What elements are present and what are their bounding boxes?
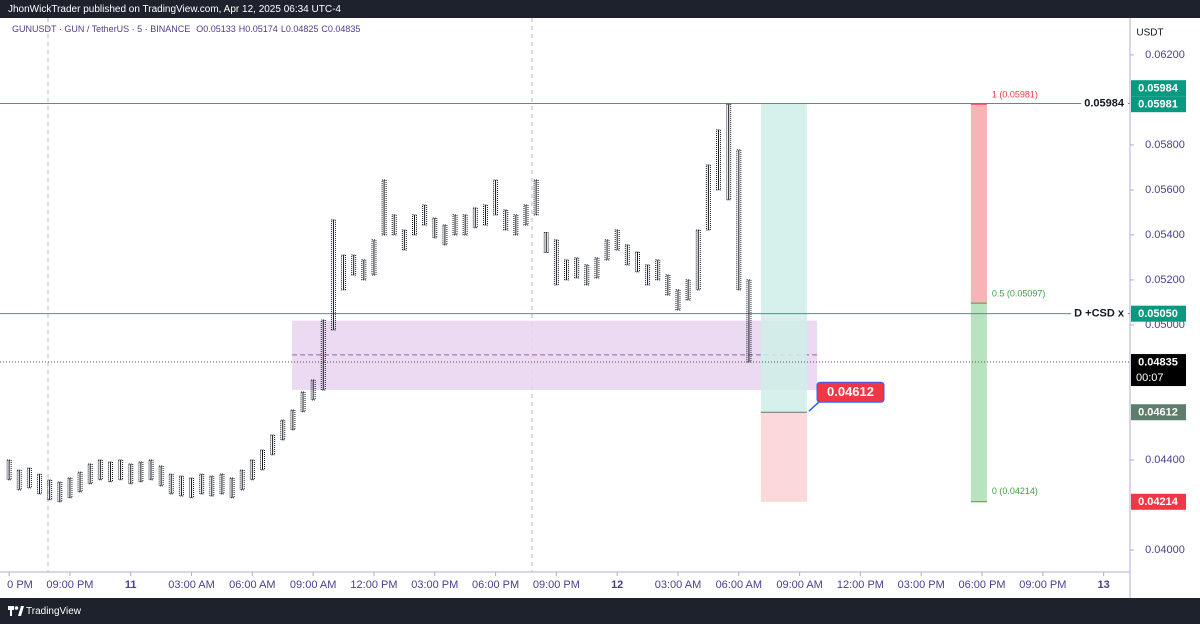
x-tick-label: 09:00 AM bbox=[776, 579, 822, 591]
price-tag bbox=[1131, 96, 1186, 113]
tv-logo bbox=[8, 606, 24, 616]
price-tag-label: 0.04835 bbox=[1138, 356, 1178, 368]
x-tick-label: 06:00 AM bbox=[716, 579, 762, 591]
axes: 0.06200 0.05800 0.05600 0.05400 0.05200 0.050… bbox=[7, 49, 1186, 591]
price-tag-label: 0.04612 bbox=[1138, 407, 1178, 419]
price-tag-label: 0.04214 bbox=[1138, 496, 1179, 508]
zone bbox=[292, 320, 818, 390]
x-tick-label: 09:00 PM bbox=[1019, 579, 1066, 591]
currency-label: USDT bbox=[1136, 28, 1163, 39]
price-tag bbox=[1131, 354, 1186, 387]
y-tick-label: 0.05800 bbox=[1145, 139, 1185, 151]
x-tick-label: 06:00 PM bbox=[958, 579, 1005, 591]
fib-label: 0 (0.04214) bbox=[992, 486, 1038, 496]
top-bar bbox=[0, 0, 1200, 18]
x-tick-label: 12:00 PM bbox=[837, 579, 884, 591]
ohlc-key: L bbox=[281, 24, 286, 34]
plot: GUNUSDT · GUN / TetherUS · 5 · BINANCE O0… bbox=[0, 24, 1130, 503]
ohlc-value: 0.05174 bbox=[245, 24, 278, 34]
ohlc-key: O bbox=[196, 24, 203, 34]
symbol-legend: GUNUSDT · GUN / TetherUS · 5 · BINANCE O0… bbox=[12, 24, 360, 34]
brand: TradingView bbox=[26, 606, 82, 617]
y-tick-label: 0.05600 bbox=[1145, 184, 1185, 196]
fib-lower bbox=[970, 303, 987, 502]
ohlc-key: H bbox=[239, 24, 246, 34]
x-tick-label: 03:00 AM bbox=[655, 579, 701, 591]
ohlc-value: 0.04835 bbox=[328, 24, 361, 34]
line-label-bg bbox=[1081, 97, 1128, 110]
callout-label: 0.04612 bbox=[827, 384, 874, 399]
price-tag-label: 0.05050 bbox=[1138, 308, 1178, 320]
position-upper bbox=[760, 103, 807, 413]
x-tick-label: 12 bbox=[611, 579, 623, 591]
ohlc-value: 0.04825 bbox=[286, 24, 319, 34]
ohlc-value: 0.05133 bbox=[203, 24, 236, 34]
y-tick-label: 0.06200 bbox=[1145, 49, 1185, 61]
line-label: D +CSD x bbox=[1074, 308, 1125, 320]
x-tick-label: 12:00 PM bbox=[350, 579, 397, 591]
price-tag bbox=[1131, 80, 1186, 97]
x-tick-label: 06:00 AM bbox=[229, 579, 275, 591]
fib-label: 0.5 (0.05097) bbox=[992, 288, 1046, 298]
price-tag-label: 0.05981 bbox=[1138, 99, 1178, 111]
y-tick-label: 0.05200 bbox=[1145, 274, 1185, 286]
price-tag-countdown: 00:07 bbox=[1136, 372, 1164, 384]
x-tick-label: 09:00 AM bbox=[290, 579, 336, 591]
publish-info: JhonWickTrader published on TradingView.… bbox=[8, 4, 341, 15]
callout-box bbox=[816, 381, 885, 403]
y-tick-label: 0.05000 bbox=[1145, 319, 1185, 331]
x-tick-label: 13 bbox=[1098, 579, 1110, 591]
symbol: GUNUSDT · GUN / TetherUS · 5 · BINANCE bbox=[12, 24, 190, 34]
y-tick-label: 0.05400 bbox=[1145, 229, 1185, 241]
fib-label: 1 (0.05981) bbox=[992, 90, 1038, 100]
price-tag-label: 0.05984 bbox=[1138, 83, 1179, 95]
y-tick-label: 0.04400 bbox=[1145, 454, 1185, 466]
price-tag bbox=[1131, 305, 1186, 322]
ohlc-key: C bbox=[321, 24, 328, 34]
position-lower bbox=[760, 412, 807, 502]
line-label-bg bbox=[1071, 307, 1128, 320]
fib-upper bbox=[970, 104, 987, 304]
x-tick-label: 03:00 AM bbox=[168, 579, 214, 591]
y-tick-label: 0.04000 bbox=[1145, 544, 1185, 556]
x-tick-label: 03:00 PM bbox=[898, 579, 945, 591]
x-tick-label: 06:00 PM bbox=[472, 579, 519, 591]
x-tick-label: 03:00 PM bbox=[411, 579, 458, 591]
price-tag bbox=[1131, 404, 1186, 421]
footer-bar bbox=[0, 598, 1200, 624]
x-tick-label: 11 bbox=[125, 579, 137, 591]
line-label: 0.05984 bbox=[1084, 97, 1125, 109]
x-tick-label: 09:00 PM bbox=[46, 579, 93, 591]
x-tick-label: 09:00 PM bbox=[533, 579, 580, 591]
x-tick-label: 0 PM bbox=[7, 579, 33, 591]
price-tag bbox=[1131, 493, 1186, 510]
